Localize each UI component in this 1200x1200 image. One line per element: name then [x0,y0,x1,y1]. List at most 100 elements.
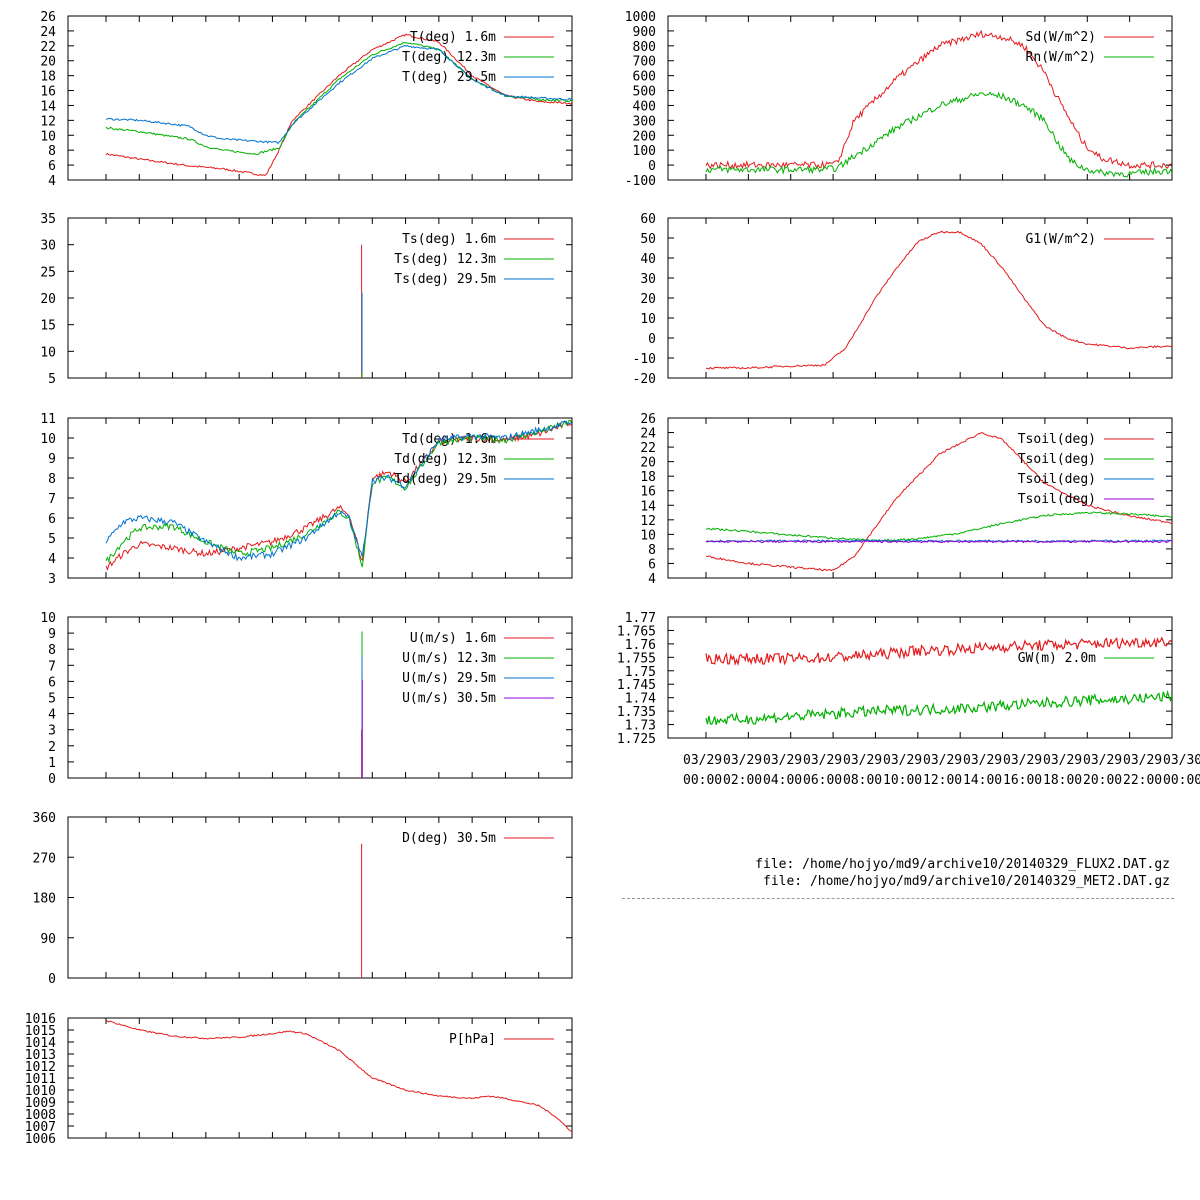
y-tick-label: 0 [48,972,56,987]
y-tick-label: 7 [48,492,56,507]
y-tick-label: 16 [640,485,656,500]
y-tick-label: 1013 [25,1048,56,1063]
y-tick-label: 6 [48,675,56,690]
plot-frame [67,616,573,779]
y-tick-label: 20 [40,55,56,70]
y-tick-label: 1015 [25,1024,56,1039]
series-line-dew-1 [105,419,572,568]
y-tick-label: 1.725 [617,732,656,747]
y-tick-label: 1011 [25,1072,56,1087]
x-tick-label: 03/29 [963,753,1002,768]
legend-label: G1(W/m^2) [1026,232,1096,247]
y-tick-label: 30 [640,272,656,287]
plot-frame [67,417,573,579]
y-tick-label: 1012 [25,1060,56,1075]
file-line-flux: file: /home/hojyo/md9/archive10/20140329… [755,857,1170,872]
y-tick-label: 26 [40,10,56,25]
y-tick-label: 24 [40,25,56,40]
legend-label: Tsoil(deg) [1018,472,1096,487]
x-tick-label: 03/29 [843,753,882,768]
y-tick-label: 0 [648,332,656,347]
legend-label: T(deg) 29.5m [402,70,496,85]
y-tick-label: 900 [633,25,656,40]
x-tick-label: 03/29 [723,753,762,768]
x-tick-label: 12:00 [923,773,962,788]
y-tick-label: 3 [48,724,56,739]
legend-label: Rn(W/m^2) [1026,50,1096,65]
series-line-gflux-0 [705,230,1172,370]
plot-frame [67,816,573,979]
series-line-gw-0 [705,636,1172,667]
legend-label: Tsoil(deg) [1018,432,1096,447]
x-tick-label: 18:00 [1043,773,1082,788]
y-tick-label: -20 [633,372,656,387]
y-tick-label: 4 [648,572,656,587]
y-tick-label: 1.76 [625,638,656,653]
y-tick-label: 1.755 [617,651,656,666]
x-tick-label: 06:00 [803,773,842,788]
y-tick-label: 12 [640,514,656,529]
y-tick-label: 9 [48,627,56,642]
y-tick-label: 9 [48,452,56,467]
legend-label: U(m/s) 30.5m [402,691,496,706]
y-tick-label: 22 [640,441,656,456]
x-tick-label: 22:00 [1123,773,1162,788]
separator-line [622,898,1174,899]
plot-frame [667,616,1173,739]
series-line-rad-1 [705,91,1172,178]
y-tick-label: 20 [640,456,656,471]
y-tick-label: 7 [48,659,56,674]
x-tick-label: 03/29 [763,753,802,768]
y-tick-label: 25 [40,265,56,280]
y-tick-label: 24 [640,427,656,442]
y-tick-label: 360 [33,811,56,826]
y-tick-label: 22 [40,40,56,55]
plot-frame [667,217,1173,379]
y-tick-label: 10 [40,129,56,144]
series-line-pres-0 [105,1019,572,1133]
y-tick-label: 100 [633,144,656,159]
y-tick-label: 40 [640,252,656,267]
plot-frame [67,217,573,379]
y-tick-label: 1000 [625,10,656,25]
x-tick-label: 08:00 [843,773,882,788]
file-line-met: file: /home/hojyo/md9/archive10/20140329… [763,874,1170,889]
series-line-tsoil-0 [705,432,1172,572]
x-tick-label: 00:00 [1163,773,1200,788]
y-tick-label: 50 [640,232,656,247]
y-tick-label: 180 [33,892,56,907]
x-tick-label: 03/29 [883,753,922,768]
x-tick-label: 20:00 [1083,773,1122,788]
x-tick-label: 03/30 [1163,753,1200,768]
y-tick-label: 1 [48,756,56,771]
y-tick-label: 14 [640,499,656,514]
plot-frame [67,15,573,181]
x-tick-label: 16:00 [1003,773,1042,788]
y-tick-label: 1.745 [617,678,656,693]
y-tick-label: 6 [648,557,656,572]
y-tick-label: 2 [48,740,56,755]
series-line-dew-2 [105,420,572,562]
chart-gflux: -20 -10 0 10 20 30 40 50 60 G1(W/m^2) [633,212,1173,387]
y-tick-label: 16 [40,85,56,100]
y-tick-label: 30 [40,239,56,254]
y-tick-label: 10 [640,312,656,327]
y-tick-label: 11 [40,412,56,427]
plot-frame [67,1017,573,1139]
legend-label: D(deg) 30.5m [402,831,496,846]
y-tick-label: 4 [48,708,56,723]
x-tick-label: 03/29 [683,753,722,768]
y-tick-label: 1006 [25,1132,56,1147]
y-tick-label: 1.735 [617,705,656,720]
y-tick-label: 8 [48,144,56,159]
y-tick-label: 1.73 [625,719,656,734]
chart-tsurf: 5 10 15 20 25 30 35 Ts(deg) 1.6m Ts(deg) 12.3m Ts… [40,212,573,387]
x-tick-label: 03/29 [1043,753,1082,768]
y-tick-label: 700 [633,55,656,70]
legend-label: U(m/s) 12.3m [402,651,496,666]
y-tick-label: 35 [40,212,56,227]
y-tick-label: 6 [48,512,56,527]
